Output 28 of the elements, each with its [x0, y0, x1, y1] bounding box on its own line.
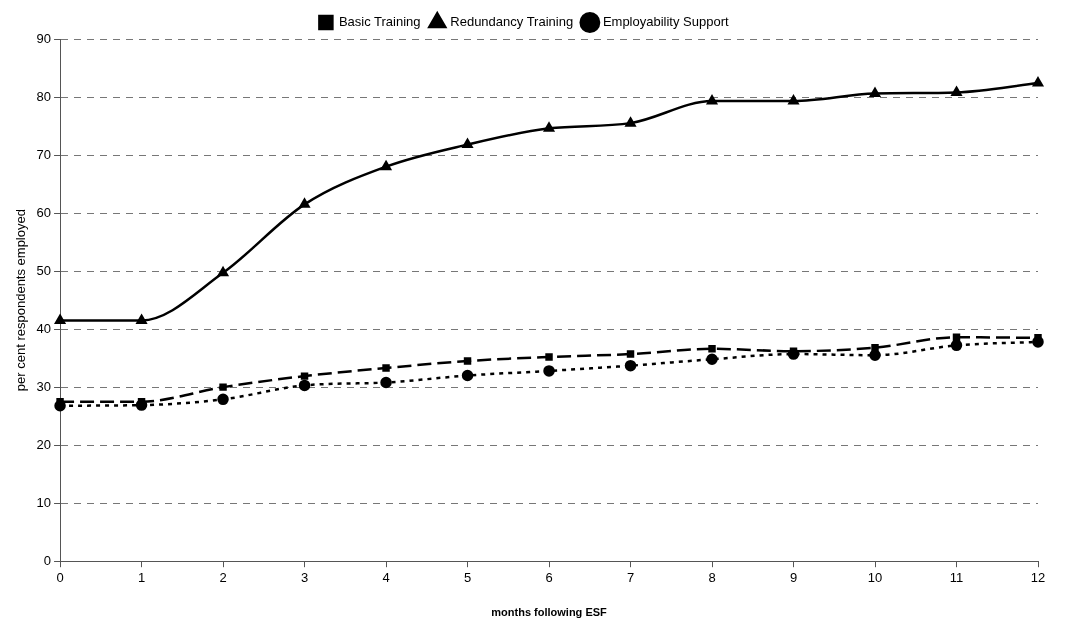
y-tick-label: 50 — [36, 262, 52, 278]
x-tick-label: 0 — [56, 569, 64, 585]
x-tick-label: 5 — [463, 569, 472, 585]
y-tick-label: 20 — [36, 436, 52, 452]
x-axis-title: months following ESF — [491, 606, 608, 619]
x-tick-label: 4 — [382, 569, 390, 585]
x-tick-label: 8 — [708, 569, 716, 585]
legend-label: Employability Support — [602, 14, 729, 30]
y-tick-label: 70 — [36, 146, 52, 162]
x-tick-label: 1 — [137, 569, 146, 585]
y-tick-label: 90 — [36, 30, 52, 46]
y-tick-label: 30 — [36, 378, 52, 394]
x-tick-label: 2 — [219, 569, 227, 585]
x-tick-label: 3 — [300, 569, 309, 585]
x-tick-label: 10 — [867, 569, 883, 585]
y-tick-label: 0 — [43, 552, 52, 568]
y-tick-label: 10 — [36, 494, 52, 510]
x-tick-label: 7 — [626, 569, 635, 585]
legend-label: Redundancy Training — [450, 14, 574, 30]
y-tick-label: 80 — [36, 88, 52, 104]
x-tick-label: 9 — [789, 569, 798, 585]
x-tick-label: 6 — [545, 569, 553, 585]
y-axis-title: per cent respondents employed — [13, 209, 29, 392]
x-tick-label: 11 — [949, 569, 964, 585]
legend-label: Basic Training — [338, 14, 421, 30]
y-tick-label: 40 — [36, 320, 52, 336]
y-tick-label: 60 — [36, 204, 52, 220]
x-tick-label: 12 — [1030, 569, 1046, 585]
